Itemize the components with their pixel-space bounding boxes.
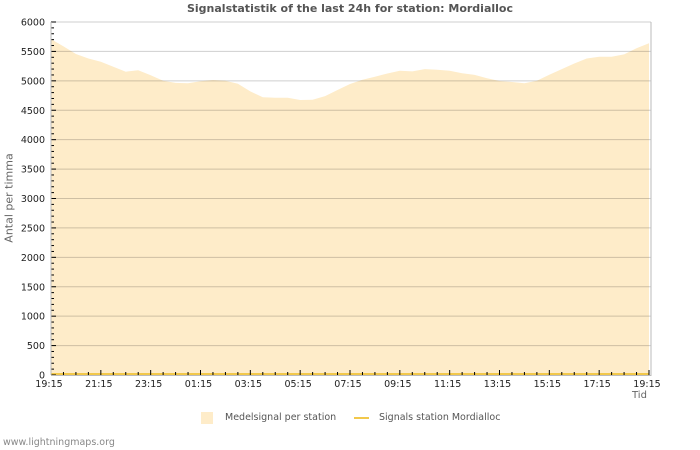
- svg-text:03:15: 03:15: [235, 379, 262, 390]
- legend-label-medelsignal: Medelsignal per station: [225, 412, 337, 423]
- svg-text:500: 500: [27, 341, 45, 352]
- svg-text:01:15: 01:15: [185, 379, 212, 390]
- legend-label-signals-station: Signals station Mordialloc: [379, 412, 501, 423]
- chart-title: Signalstatistik of the last 24h for stat…: [186, 2, 513, 15]
- y-axis-title: Antal per timma: [2, 153, 16, 243]
- area-swatch-icon: [201, 412, 213, 424]
- svg-text:4500: 4500: [21, 106, 45, 117]
- gridlines: [51, 21, 651, 347]
- svg-text:23:15: 23:15: [135, 379, 162, 390]
- line-swatch-icon: [354, 417, 369, 419]
- svg-text:19:15: 19:15: [633, 379, 660, 390]
- x-axis-tick-labels: 19:15 21:15 23:15 01:15 03:15 05:15 07:15 09:15…: [35, 379, 660, 390]
- svg-text:1000: 1000: [21, 312, 45, 323]
- svg-text:05:15: 05:15: [284, 379, 311, 390]
- axes: [50, 21, 652, 376]
- svg-text:1500: 1500: [21, 282, 45, 293]
- svg-text:09:15: 09:15: [384, 379, 411, 390]
- svg-text:0: 0: [39, 371, 45, 382]
- legend: Medelsignal per station Signals station …: [0, 411, 700, 427]
- svg-text:6000: 6000: [21, 18, 45, 29]
- svg-text:3500: 3500: [21, 165, 45, 176]
- footer-site-link[interactable]: www.lightningmaps.org: [3, 437, 115, 448]
- svg-text:5500: 5500: [21, 47, 45, 58]
- svg-text:11:15: 11:15: [434, 379, 461, 390]
- svg-text:2000: 2000: [21, 253, 45, 264]
- svg-text:4000: 4000: [21, 135, 45, 146]
- svg-text:15:15: 15:15: [534, 379, 561, 390]
- svg-text:19:15: 19:15: [35, 379, 62, 390]
- svg-text:2500: 2500: [21, 223, 45, 234]
- svg-text:07:15: 07:15: [334, 379, 361, 390]
- svg-text:13:15: 13:15: [484, 379, 511, 390]
- svg-text:21:15: 21:15: [85, 379, 112, 390]
- y-axis-tick-labels: 0 500 1000 1500 2000 2500 3000 3500 4000 4500 5000…: [21, 18, 45, 382]
- x-axis-title: Tid: [632, 390, 647, 401]
- svg-text:17:15: 17:15: [583, 379, 610, 390]
- area-series-medelsignal: [51, 39, 649, 375]
- svg-text:3000: 3000: [21, 194, 45, 205]
- svg-text:5000: 5000: [21, 76, 45, 87]
